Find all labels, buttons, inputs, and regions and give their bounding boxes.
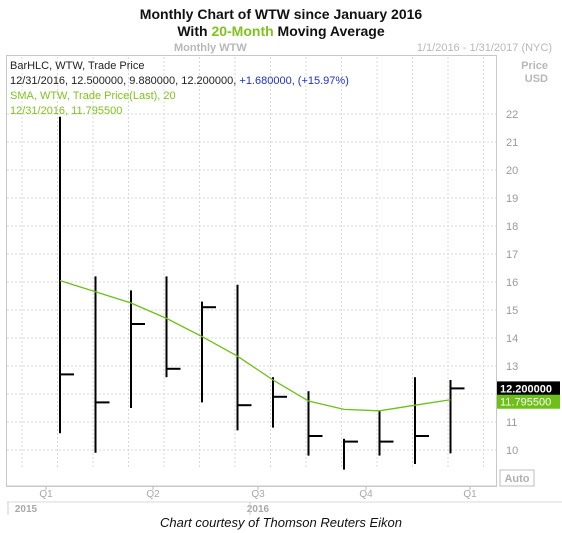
- sma-line: [59, 279, 451, 412]
- axis-unit-price: Price: [521, 60, 548, 72]
- hlc-bar: [272, 377, 287, 428]
- y-tick-label: 19: [506, 193, 518, 205]
- y-tick-label: 20: [506, 165, 518, 177]
- chart-title-line2: With 20-Month Moving Average: [0, 23, 562, 39]
- y-tick-label: 11: [506, 417, 517, 429]
- chart-instrument-label: Monthly WTW: [174, 42, 247, 54]
- title-highlight: 20-Month: [211, 23, 274, 39]
- hlc-bar: [165, 276, 181, 378]
- quarter-label: Q1: [39, 489, 53, 500]
- sma-info-value: 12/31/2016, 11.795500: [10, 105, 123, 117]
- y-tick-label: 14: [506, 333, 518, 345]
- auto-scale-label: Auto: [504, 473, 529, 485]
- info-change: +1.680000, (+15.97%): [239, 75, 349, 87]
- sma-line-layer: [59, 279, 451, 412]
- quarter-label: Q4: [359, 489, 373, 500]
- hlc-bar: [343, 438, 358, 470]
- last-price-badge-text: 12.200000: [500, 383, 552, 395]
- quarter-label: Q2: [146, 489, 160, 500]
- hlc-bar: [236, 284, 252, 431]
- y-tick-label: 22: [506, 109, 518, 121]
- last-price-badge: [497, 381, 560, 396]
- sma-value-badge: [497, 394, 560, 409]
- sma-info-label: SMA, WTW, Trade Price(Last), 20: [10, 90, 176, 102]
- auto-scale-button[interactable]: [499, 469, 535, 487]
- chart-title-line1: Monthly Chart of WTW since January 2016: [139, 6, 423, 22]
- info-values: 12/31/2016, 12.500000, 9.880000, 12.2000…: [10, 75, 240, 87]
- hlc-bar: [59, 116, 74, 434]
- quarter-label: Q1: [463, 489, 477, 500]
- chart-credit: Chart courtesy of Thomson Reuters Eikon: [159, 515, 403, 530]
- series-info-bar: BarHLC, WTW, Trade Price: [10, 60, 145, 72]
- y-tick-label: 21: [506, 137, 518, 149]
- y-tick-label: 18: [506, 221, 518, 233]
- y-tick-label: 13: [506, 361, 518, 373]
- date-range-label: 1/1/2016 - 1/31/2017 (NYC): [416, 42, 552, 54]
- year-label: 2016: [247, 504, 270, 515]
- hlc-bar: [307, 391, 323, 456]
- y-tick-label: 10: [506, 445, 518, 457]
- year-label: 2015: [15, 504, 38, 515]
- series-info-values: 12/31/2016, 12.500000, 9.880000, 12.2000…: [10, 75, 349, 87]
- y-tick-label: 15: [506, 305, 518, 317]
- quarter-label: Q3: [251, 489, 265, 500]
- title-prefix: With: [177, 23, 212, 39]
- hlc-bar: [449, 380, 465, 454]
- hlc-bars-layer: [59, 116, 465, 470]
- axis-unit-usd: USD: [524, 73, 548, 85]
- title-suffix: Moving Average: [273, 23, 385, 39]
- sma-value-badge-text: 11.795500: [500, 397, 551, 409]
- hlc-bar: [414, 377, 429, 464]
- hlc-bar: [378, 410, 394, 456]
- y-tick-label: 16: [506, 277, 518, 289]
- value-badges-layer: 12.200000 11.795500: [497, 381, 560, 409]
- grid-layer: [7, 57, 496, 467]
- hlc-bar: [201, 301, 216, 403]
- hlc-bar: [94, 276, 110, 453]
- y-tick-label: 17: [506, 249, 518, 261]
- hlc-bar: [130, 290, 145, 408]
